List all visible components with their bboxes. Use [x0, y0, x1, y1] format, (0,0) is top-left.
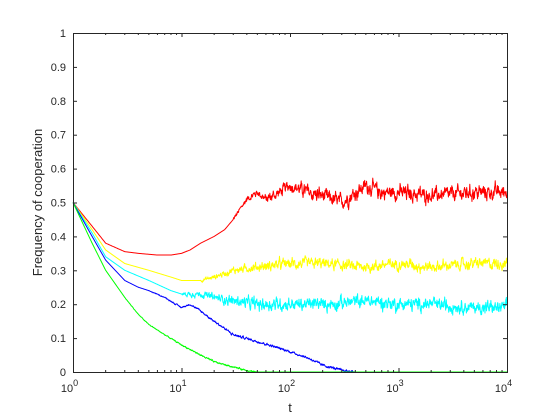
y-tick-label: 0.8 [51, 96, 66, 108]
x-tick-label: 101 [169, 378, 186, 395]
x-tick-label: 104 [495, 378, 512, 395]
y-tick-label: 0 [60, 367, 66, 379]
x-tick-base: 10 [495, 383, 507, 395]
x-tick-base: 10 [61, 383, 73, 395]
x-tick-exponent: 1 [182, 378, 187, 388]
x-tick-base: 10 [386, 383, 398, 395]
x-axis-label: t [288, 400, 292, 415]
series-line-2 [72, 202, 508, 316]
x-tick-base: 10 [278, 383, 290, 395]
series-line-0 [72, 177, 508, 256]
y-tick-label: 0.9 [51, 62, 66, 74]
y-tick-label: 1 [60, 28, 66, 40]
series-line-1 [72, 202, 508, 283]
y-tick-label: 0.1 [51, 333, 66, 345]
y-tick-label: 0.6 [51, 164, 66, 176]
y-axis-label: Frequency of cooperation [30, 129, 45, 276]
y-tick-label: 0.7 [51, 130, 66, 142]
y-tick-label: 0.2 [51, 299, 66, 311]
x-tick-exponent: 4 [507, 378, 512, 388]
y-tick-label: 0.5 [51, 198, 66, 210]
x-tick-label: 100 [61, 378, 78, 395]
x-tick-exponent: 0 [73, 378, 78, 388]
y-tick-label: 0.4 [51, 231, 66, 243]
x-axis-ticks: 100 101 102 103 104 [61, 33, 512, 395]
x-tick-exponent: 2 [290, 378, 295, 388]
x-tick-base: 10 [169, 383, 181, 395]
x-tick-label: 102 [278, 378, 295, 395]
y-axis-ticks: 0 0.1 0.2 0.3 0.4 0.5 0.6 0.7 0.8 0.9 1 [51, 28, 507, 379]
y-tick-label: 0.3 [51, 265, 66, 277]
x-tick-label: 103 [386, 378, 403, 395]
x-tick-exponent: 3 [399, 378, 404, 388]
plot-area [73, 33, 507, 372]
